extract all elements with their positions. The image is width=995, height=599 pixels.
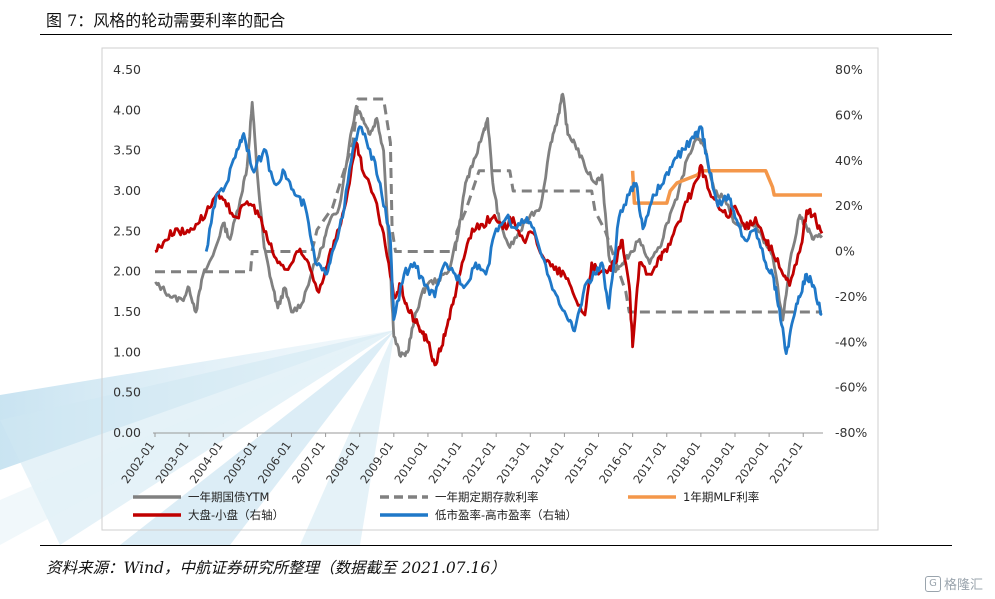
x-tick-label: 2013-01: [494, 439, 533, 486]
left-tick-label: 0.50: [113, 385, 141, 400]
bottom-rule: [40, 545, 952, 546]
legend-label: 一年期定期存款利率: [435, 490, 539, 504]
right-tick-label: 60%: [835, 107, 863, 122]
x-tick-label: 2015-01: [562, 439, 601, 486]
legend-label: 一年期国债YTM: [188, 490, 269, 504]
series-line-2: [630, 169, 822, 205]
right-tick-label: -40%: [835, 334, 867, 349]
left-tick-label: 1.50: [113, 304, 141, 319]
right-tick-label: -80%: [835, 425, 867, 440]
right-tick-label: 0%: [835, 244, 855, 259]
legend-label: 大盘-小盘（右轴）: [188, 508, 284, 522]
x-tick-label: 2016-01: [596, 439, 635, 486]
series-line-4: [204, 125, 823, 355]
series-line-0: [154, 92, 824, 358]
left-tick-label: 4.50: [113, 62, 141, 77]
x-tick-label: 2014-01: [528, 439, 567, 486]
x-tick-label: 2012-01: [460, 439, 499, 486]
x-tick-label: 2011-01: [425, 439, 464, 486]
x-tick-label: 2018-01: [664, 439, 703, 486]
x-tick-label: 2020-01: [733, 439, 772, 486]
left-tick-label: 2.00: [113, 264, 141, 279]
right-axis-ticks: -80% -60% -40% -20% 0% 20% 40% 60% 80%: [835, 62, 867, 440]
plot-area-frame: [101, 47, 879, 531]
x-tick-label: 2017-01: [630, 439, 669, 486]
x-tick-label: 2021-01: [767, 439, 806, 486]
left-tick-label: 2.50: [113, 223, 141, 238]
series-line-3: [154, 141, 824, 367]
background-decoration: [0, 330, 395, 545]
x-tick-label: 2019-01: [698, 439, 737, 486]
left-tick-label: 1.00: [113, 344, 141, 359]
left-tick-label: 3.00: [113, 183, 141, 198]
legend-label: 低市盈率-高市盈率（右轴）: [435, 508, 577, 522]
right-tick-label: -20%: [835, 289, 867, 304]
right-tick-label: 80%: [835, 62, 863, 77]
left-tick-label: 4.00: [113, 102, 141, 117]
top-rule: [40, 34, 952, 35]
watermark-logo-icon: G: [924, 575, 941, 592]
right-tick-label: 40%: [835, 153, 863, 168]
series-line-1: [155, 97, 822, 314]
left-axis-ticks: 0.00 0.50 1.00 1.50 2.00 2.50 3.00 3.50 4.00 4.50: [113, 62, 141, 440]
figure-title: 图 7：风格的轮动需要利率的配合: [46, 11, 286, 30]
left-tick-label: 3.50: [113, 143, 141, 158]
watermark-text: 格隆汇: [943, 578, 983, 593]
legend-label: 1年期MLF利率: [683, 490, 759, 504]
watermark: G 格隆汇: [924, 574, 983, 593]
right-tick-label: -60%: [835, 380, 867, 395]
series-layer: [154, 92, 824, 367]
right-tick-label: 20%: [835, 198, 863, 213]
left-tick-label: 0.00: [113, 425, 141, 440]
x-tick-label: 2010-01: [391, 439, 430, 486]
source-note: 资料来源：Wind，中航证券研究所整理（数据截至 2021.07.16）: [46, 559, 506, 577]
